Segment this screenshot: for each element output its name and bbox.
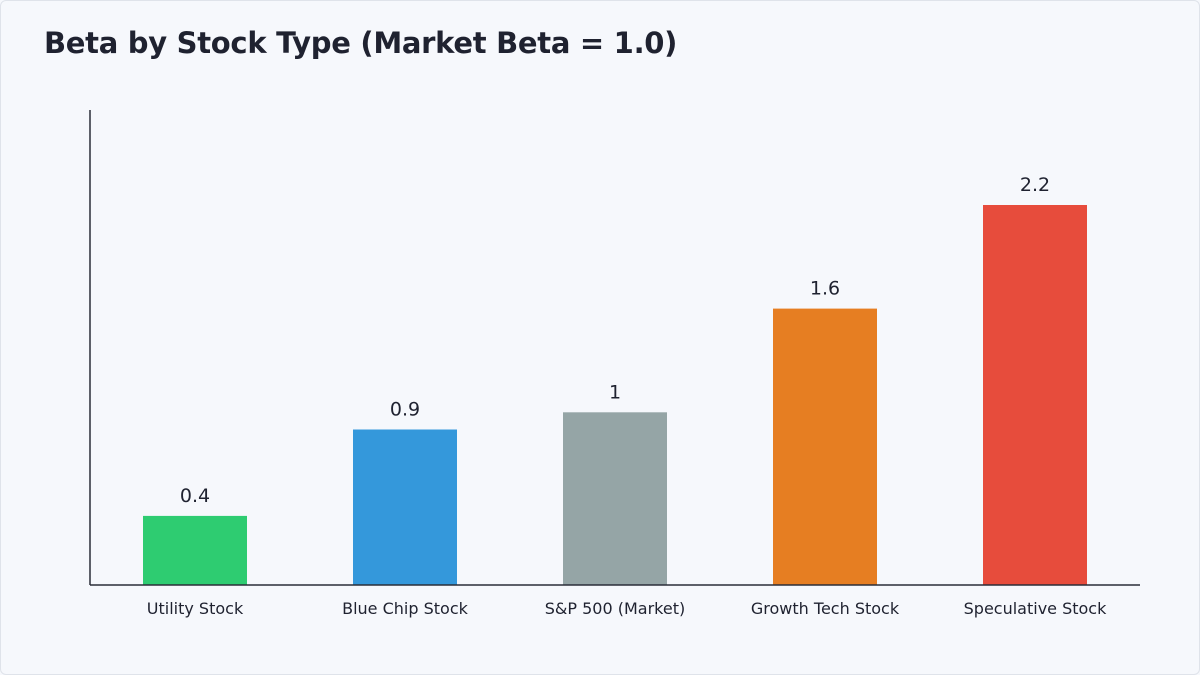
bar-3 — [773, 308, 877, 585]
category-label-3: Growth Tech Stock — [751, 599, 900, 618]
bar-4 — [983, 205, 1087, 585]
bars-layer — [143, 205, 1087, 585]
bar-value-label-3: 1.6 — [810, 278, 840, 300]
bar-value-label-2: 1 — [609, 381, 621, 403]
labels-layer: 0.4 Utility Stock 0.9 Blue Chip Stock 1 S&P 5… — [147, 174, 1107, 618]
bar-0 — [143, 515, 247, 585]
bar-1 — [353, 429, 457, 585]
chart-title: Beta by Stock Type (Market Beta = 1.0) — [44, 26, 678, 60]
category-label-4: Speculative Stock — [964, 599, 1107, 618]
category-label-0: Utility Stock — [147, 599, 244, 618]
bar-value-label-1: 0.9 — [390, 399, 420, 421]
bar-2 — [563, 412, 667, 585]
category-label-2: S&P 500 (Market) — [545, 599, 685, 618]
category-label-1: Blue Chip Stock — [342, 599, 469, 618]
bar-value-label-0: 0.4 — [180, 485, 210, 507]
bar-value-label-4: 2.2 — [1020, 174, 1050, 196]
